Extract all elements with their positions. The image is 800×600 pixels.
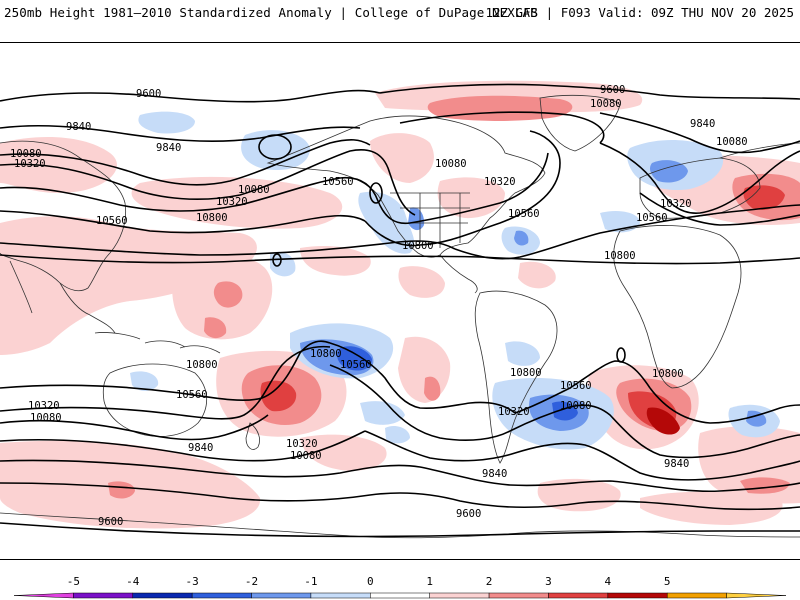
colorbar-swatch: [548, 592, 609, 599]
colorbar-extension-high: [726, 592, 787, 599]
colorbar-tick-label: 4: [605, 575, 612, 588]
contour-label: 10800: [402, 240, 434, 252]
colorbar-tick-label: -5: [67, 575, 80, 588]
colorbar-tick-label: -4: [126, 575, 140, 588]
colorbar-swatch: [73, 592, 134, 599]
colorbar-swatch: [310, 592, 371, 599]
contour-label: 9840: [156, 142, 181, 154]
contour-label: 10080: [560, 400, 592, 412]
contour-label: 10320: [286, 438, 318, 450]
model-run-info: 12Z GFS | F093 Valid: 09Z THU NOV 20 202…: [485, 5, 794, 20]
contour-label: 10080: [30, 412, 62, 424]
colorbar-swatch: [488, 592, 549, 599]
colorbar-tick-label: 2: [486, 575, 493, 588]
colorbar-swatch: [429, 592, 490, 599]
contour-label: 10560: [560, 380, 592, 392]
contour-label: 10800: [196, 212, 228, 224]
colorbar-tick-label: 3: [545, 575, 552, 588]
contour-label: 10320: [484, 176, 516, 188]
contour-label-group: 9600 9840 10080 10320 10560 10800 9600 9…: [10, 84, 748, 528]
colorbar-swatch: [251, 592, 312, 599]
contour-label: 9840: [188, 442, 213, 454]
colorbar-tick-label: -2: [245, 575, 258, 588]
colorbar: -5 -4 -3 -2 -1 0 1 2 3 4 5: [13, 575, 787, 599]
contour-label: 10320: [14, 158, 46, 170]
contour-label: 10080: [238, 184, 270, 196]
anomaly-map: 9600 9840 10080 10320 10560 10800 9600 9…: [0, 42, 800, 560]
contour-label: 10560: [340, 359, 372, 371]
contour-label: 10080: [435, 158, 467, 170]
contour-label: 10560: [176, 389, 208, 401]
contour-label: 10800: [186, 359, 218, 371]
contour-label: 10800: [604, 250, 636, 262]
contour-label: 9840: [690, 118, 715, 130]
colorbar-swatch: [370, 592, 430, 599]
contour-label: 10080: [716, 136, 748, 148]
contour-label: 10560: [322, 176, 354, 188]
positive-anomaly-strong: [108, 95, 800, 499]
colorbar-tick-label: 1: [426, 575, 433, 588]
contour-label: 10320: [498, 406, 530, 418]
contour-label: 10560: [636, 212, 668, 224]
contour-label: 9600: [98, 516, 123, 528]
contour-label: 10560: [508, 208, 540, 220]
colorbar-tick-label: 0: [367, 575, 374, 588]
contour-label: 10320: [216, 196, 248, 208]
contour-label: 10800: [652, 368, 684, 380]
colorbar-extension-low: [13, 592, 74, 599]
contour-label: 10080: [290, 450, 322, 462]
contour-label: 10800: [310, 348, 342, 360]
contour-label: 10800: [510, 367, 542, 379]
contour-label: 9600: [456, 508, 481, 520]
contour-label: 9840: [664, 458, 689, 470]
contour-label: 10320: [28, 400, 60, 412]
contour-label: 9600: [600, 84, 625, 96]
map-title: 250mb Height 1981–2010 Standardized Anom…: [4, 5, 538, 20]
contour-label: 9840: [482, 468, 507, 480]
colorbar-swatch: [191, 592, 252, 599]
contour-label: 10080: [590, 98, 622, 110]
contour-label: 10320: [660, 198, 692, 210]
colorbar-tick-label: -3: [186, 575, 199, 588]
contour-label: 10080: [10, 148, 42, 160]
contour-label: 9840: [66, 121, 91, 133]
colorbar-tick-label: 5: [664, 575, 671, 588]
colorbar-tick-label: -1: [304, 575, 317, 588]
contour-label: 10560: [96, 215, 128, 227]
colorbar-swatch: [607, 592, 668, 599]
colorbar-swatch: [132, 592, 193, 599]
contour-label: 9600: [136, 88, 161, 100]
height-contours: [0, 83, 800, 538]
colorbar-swatch: [666, 592, 727, 599]
